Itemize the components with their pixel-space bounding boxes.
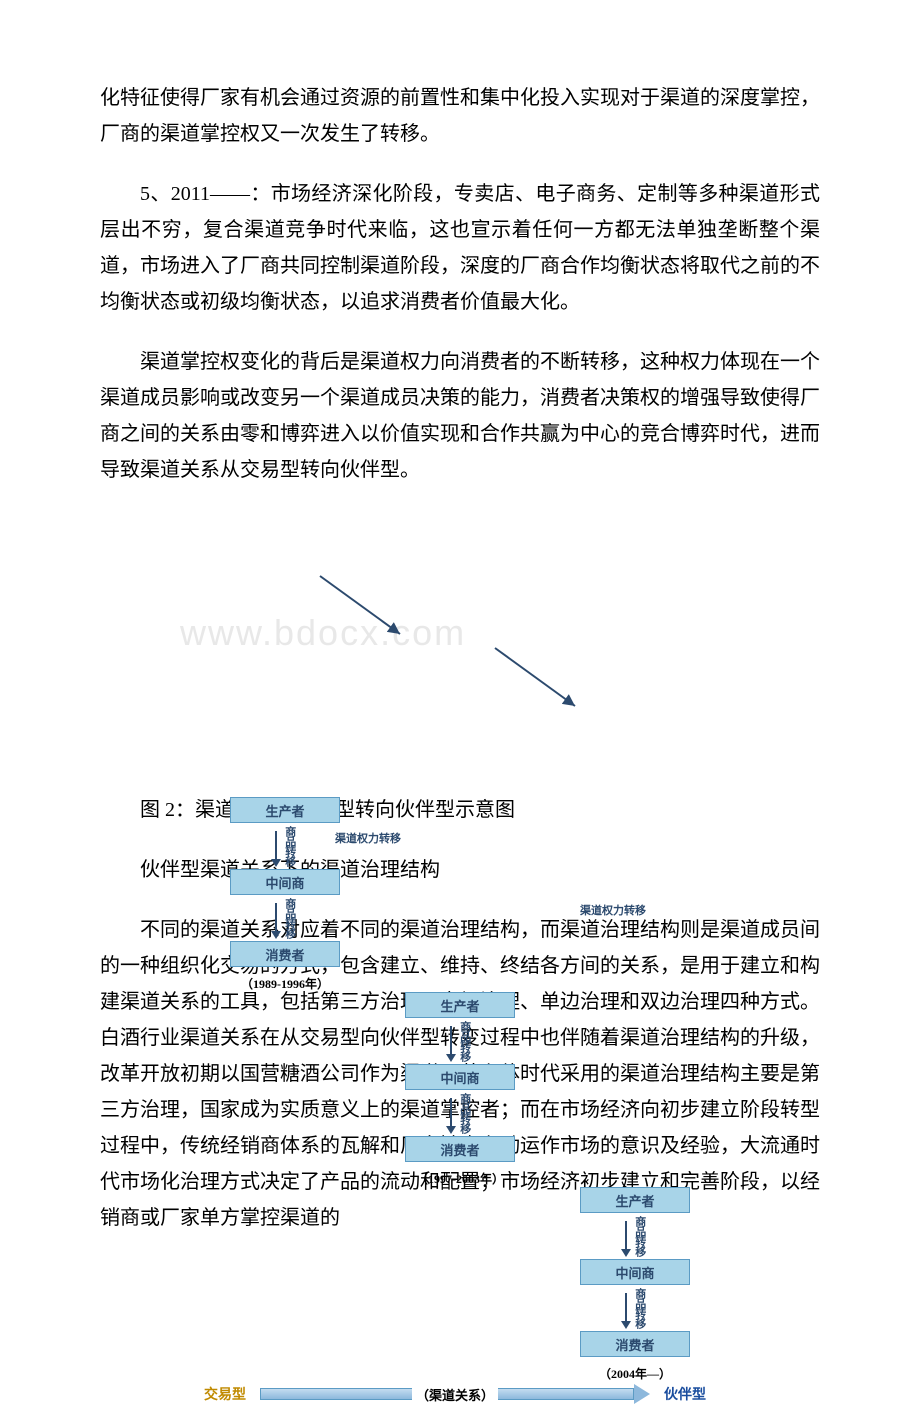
node-producer-1: 生产者 <box>230 797 340 823</box>
arrow-down-1b: 商品转移 <box>210 895 360 941</box>
relation-arrow: （渠道关系） <box>260 1386 650 1402</box>
tag-left: 交易型 <box>200 1382 250 1406</box>
node-consumer-3: 消费者 <box>580 1331 690 1357</box>
arrow-down-3a: 商品转移 <box>560 1213 710 1259</box>
diagonal-arrows-svg <box>180 554 740 774</box>
bottom-row: 交易型 （渠道关系） 伙伴型 <box>180 1382 740 1406</box>
relation-label: （渠道关系） <box>412 1385 498 1404</box>
channel-diagram: www.bdocx.com 渠道权力转移 渠道权力转移 生产者 商品转移 中间商… <box>180 512 740 772</box>
node-middle-1: 中间商 <box>230 869 340 895</box>
node-middle-2: 中间商 <box>405 1064 515 1090</box>
column-3: 生产者 商品转移 中间商 商品转移 消费者 （2004年—） <box>560 1187 710 1382</box>
period-3: （2004年—） <box>560 1365 710 1382</box>
watermark-text: www.bdocx.com <box>180 612 740 654</box>
arrow-down-2a: 商品转移 <box>385 1018 535 1064</box>
node-middle-3: 中间商 <box>580 1259 690 1285</box>
diagonal-label-2: 渠道权力转移 <box>580 905 646 917</box>
tag-right: 伙伴型 <box>660 1382 710 1406</box>
node-producer-3: 生产者 <box>580 1187 690 1213</box>
column-1: 生产者 商品转移 中间商 商品转移 消费者 （1989-1996年） <box>210 797 360 992</box>
diagram-container: www.bdocx.com 渠道权力转移 渠道权力转移 生产者 商品转移 中间商… <box>100 512 820 772</box>
paragraph-3: 渠道掌控权变化的背后是渠道权力向消费者的不断转移，这种权力体现在一个渠道成员影响… <box>100 344 820 488</box>
node-producer-2: 生产者 <box>405 992 515 1018</box>
arrow-down-3b: 商品转移 <box>560 1285 710 1331</box>
arrow-down-1a: 商品转移 <box>210 823 360 869</box>
subheading: 伙伴型渠道关系下的渠道治理结构 <box>100 852 820 888</box>
period-1: （1989-1996年） <box>210 975 360 992</box>
paragraph-2: 5、2011——：市场经济深化阶段，专卖店、电子商务、定制等多种渠道形式层出不穷… <box>100 176 820 320</box>
period-2: （1997-2003年） <box>385 1170 535 1187</box>
paragraph-1: 化特征使得厂家有机会通过资源的前置性和集中化投入实现对于渠道的深度掌控，厂商的渠… <box>100 80 820 152</box>
node-consumer-2: 消费者 <box>405 1136 515 1162</box>
arrow-down-2b: 商品转移 <box>385 1090 535 1136</box>
column-2: 生产者 商品转移 中间商 商品转移 消费者 （1997-2003年） <box>385 992 535 1187</box>
figure-caption: 图 2：渠道关系从交易型转向伙伴型示意图 <box>100 792 820 828</box>
node-consumer-1: 消费者 <box>230 941 340 967</box>
